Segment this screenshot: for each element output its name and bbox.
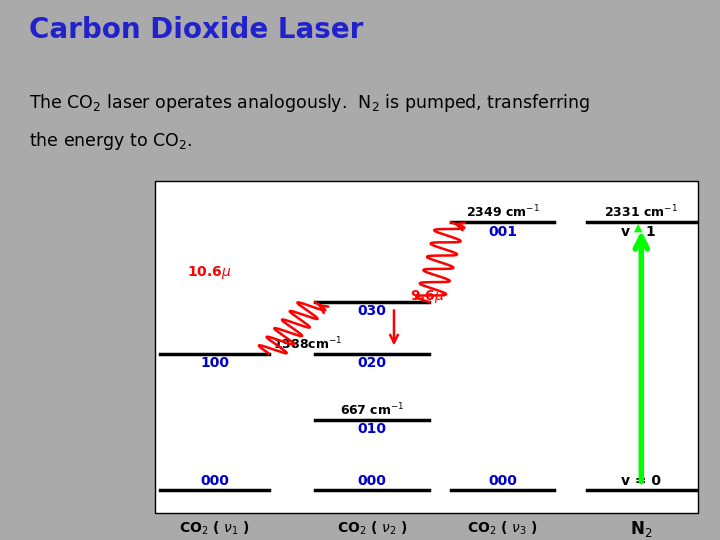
- Text: 030: 030: [358, 304, 387, 318]
- Text: 10.6$\mu$: 10.6$\mu$: [187, 264, 232, 280]
- Text: N$_2$: N$_2$: [630, 519, 652, 539]
- Text: 000: 000: [358, 474, 387, 488]
- Text: 100: 100: [200, 356, 229, 370]
- Bar: [155, 181, 698, 513]
- Text: CO$_2$ ( $\nu_2$ ): CO$_2$ ( $\nu_2$ ): [337, 519, 408, 537]
- Text: 1388cm$^{-1}$: 1388cm$^{-1}$: [273, 335, 342, 352]
- Text: 667 cm$^{-1}$: 667 cm$^{-1}$: [340, 402, 405, 418]
- Text: 9.6$\mu$: 9.6$\mu$: [410, 288, 445, 305]
- Text: Carbon Dioxide Laser: Carbon Dioxide Laser: [29, 16, 363, 44]
- Text: v = 0: v = 0: [621, 474, 662, 488]
- Text: CO$_2$ ( $\nu_3$ ): CO$_2$ ( $\nu_3$ ): [467, 519, 538, 537]
- Text: 1: 1: [645, 225, 654, 239]
- Text: 020: 020: [358, 356, 387, 370]
- Text: the energy to CO$_2$.: the energy to CO$_2$.: [29, 130, 192, 152]
- Text: 2331 cm$^{-1}$: 2331 cm$^{-1}$: [604, 204, 678, 221]
- Text: 000: 000: [200, 474, 229, 488]
- Text: 001: 001: [488, 225, 517, 239]
- Text: The CO$_2$ laser operates analogously.  N$_2$ is pumped, transferring: The CO$_2$ laser operates analogously. N…: [29, 92, 590, 114]
- Text: CO$_2$ ( $\nu_1$ ): CO$_2$ ( $\nu_1$ ): [179, 519, 250, 537]
- Text: 010: 010: [358, 422, 387, 436]
- Text: 2349 cm$^{-1}$: 2349 cm$^{-1}$: [466, 204, 539, 221]
- Text: v: v: [621, 225, 630, 239]
- Text: ▲: ▲: [634, 223, 642, 233]
- Text: 000: 000: [488, 474, 517, 488]
